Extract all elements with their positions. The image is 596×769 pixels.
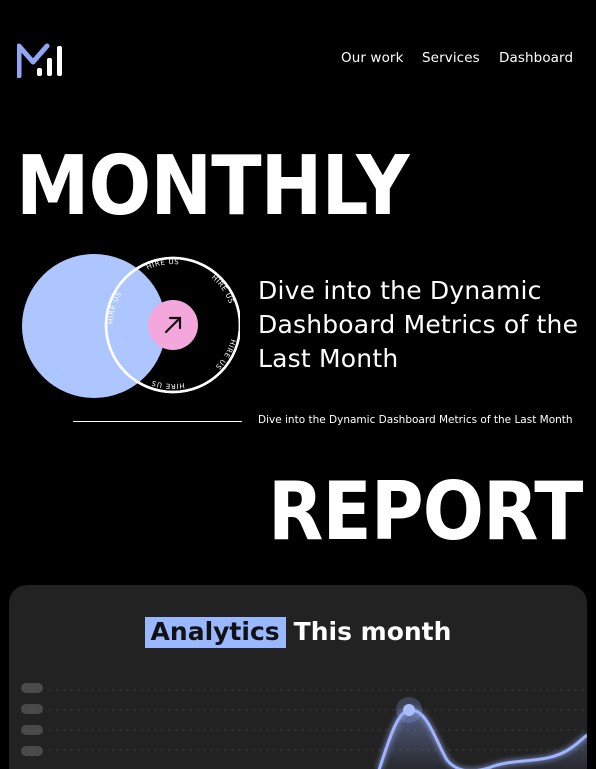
legend-pill: [21, 683, 43, 693]
chart-gridlines: [49, 689, 587, 751]
hero-subline: Dive into the Dynamic Dashboard Metrics …: [258, 414, 573, 426]
svg-text:HIRE US: HIRE US: [150, 378, 185, 390]
nav-link-our-work[interactable]: Our work: [341, 50, 404, 66]
arrow-up-right-icon: [164, 316, 182, 334]
analytics-line-chart: [49, 689, 587, 769]
hero-headline: Dive into the Dynamic Dashboard Metrics …: [258, 276, 579, 373]
blue-circle: [22, 254, 166, 398]
chart-area: [379, 709, 587, 769]
analytics-title: Analytics This month: [9, 617, 587, 648]
top-nav: Our work Services Dashboard: [0, 50, 596, 70]
chart-legend-placeholders: [21, 683, 45, 767]
hero-word-report: REPORT: [268, 465, 583, 558]
analytics-title-rest: This month: [293, 617, 452, 646]
legend-pill: [21, 725, 43, 735]
nav-link-dashboard[interactable]: Dashboard: [499, 50, 574, 66]
analytics-title-highlight: Analytics: [144, 617, 286, 648]
analytics-card: Analytics This month: [9, 585, 587, 769]
legend-pill: [21, 704, 43, 714]
hero-divider: [73, 421, 242, 422]
brand-logo[interactable]: [17, 42, 63, 78]
legend-pill: [21, 746, 43, 756]
hero-word-monthly: MONTHLY: [16, 139, 410, 234]
nav-link-services[interactable]: Services: [422, 50, 480, 66]
chart-point: [403, 704, 415, 716]
hero-graphic: HIRE US HIRE US HIRE US HIRE US HIRE US: [22, 254, 240, 398]
